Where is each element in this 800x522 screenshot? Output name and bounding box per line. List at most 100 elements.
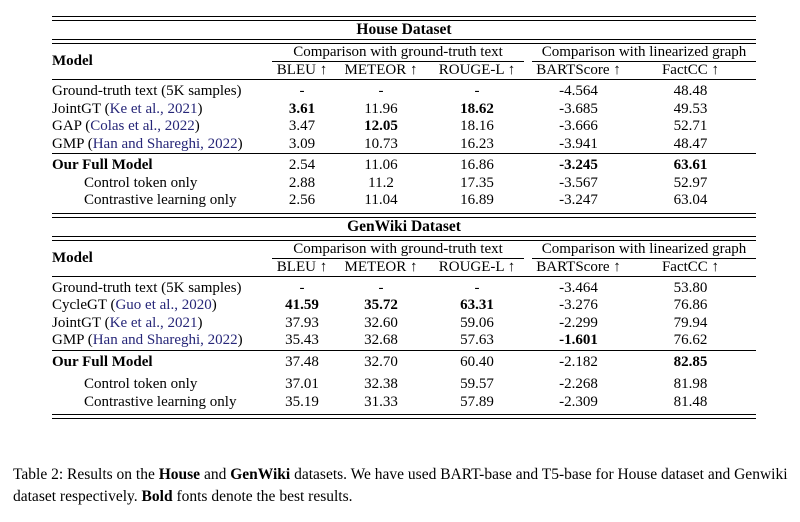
column-gap [524,118,532,136]
model-cell: GMP (Han and Shareghi, 2022) [52,136,272,154]
column-gap [524,136,532,154]
single-rule [52,275,756,277]
table-row-gmp: GMP (Han and Shareghi, 2022) 35.43 32.68… [52,332,756,350]
citation-link[interactable]: Guo et al., 2020 [115,297,212,313]
cell-bartscore: -3.567 [559,174,598,191]
model-name: JointGT ( [52,100,110,117]
model-cell: Ground-truth text (5K samples) [52,80,272,101]
model-cell: Ground-truth text (5K samples) [52,277,272,298]
model-name: Contrastive learning only [84,192,237,208]
rule-double [52,212,756,218]
cell-rouge-l: 18.62 [460,100,494,117]
cell-rouge-l: 16.86 [460,157,494,173]
rule-single [52,153,756,154]
caption-text: fonts denote the best results. [172,487,353,505]
model-cell: Control token only [52,376,272,394]
caption-bold-genwiki: GenWiki [230,466,291,483]
table-row-jointgt: JointGT (Ke et al., 2021) 37.93 32.60 59… [52,315,756,333]
cell-meteor: - [378,279,384,296]
cell-bleu: 3.09 [288,135,316,152]
cell-rouge-l: 63.31 [460,297,494,313]
caption-bold-house: House [158,466,201,483]
cell-factcc: 52.97 [673,174,708,191]
column-gap [524,192,532,213]
group-header-ground-truth: Comparison with ground-truth text [272,240,524,259]
cell-bleu: 2.56 [288,192,316,208]
model-cell: Contrastive learning only [52,192,272,213]
cell-meteor: - [378,83,384,99]
cell-rouge-l: 60.40 [460,353,494,370]
model-cell: GAP (Colas et al., 2022) [52,118,272,136]
cell-meteor: 32.70 [364,353,398,370]
metric-header-rouge-l: ROUGE-L ↑ [438,62,516,78]
citation-link[interactable]: Han and Shareghi, 2022 [92,135,238,152]
cell-meteor: 11.2 [368,174,394,191]
model-cell: Our Full Model [52,351,272,377]
citation-link[interactable]: Ke et al., 2021 [109,314,198,331]
column-gap [524,62,532,80]
cell-factcc: 79.94 [673,314,708,331]
metric-header-meteor: METEOR ↑ [344,258,418,275]
cell-bartscore: -2.309 [559,393,598,410]
results-table-container: House Dataset Model Comparison with grou… [52,16,756,419]
model-name-suffix: ) [211,297,217,313]
column-gap [524,332,532,350]
cell-rouge-l: - [474,83,480,99]
caption-text: datasets. We have used BART-base and T5-… [13,466,788,505]
group-header-ground-truth: Comparison with ground-truth text [272,44,524,62]
cell-bleu: 2.88 [288,174,316,191]
metric-header-factcc: FactCC ↑ [661,258,720,275]
model-name-suffix: ) [237,332,243,348]
cell-bleu: 35.43 [285,332,319,348]
cell-bleu: - [299,83,305,99]
citation-link[interactable]: Ke et al., 2021 [109,100,198,117]
cell-rouge-l: 18.16 [460,118,494,134]
cell-bartscore: -2.299 [559,314,598,331]
model-name: Contrastive learning only [84,393,237,410]
caption-bold-bold: Bold [141,487,173,505]
cell-bleu: 37.48 [285,353,319,370]
cell-bleu: 2.54 [288,157,316,173]
metric-header-rouge-l: ROUGE-L ↑ [438,258,516,275]
table-caption: Table 2: Results on the House and GenWik… [13,464,791,507]
metric-header-factcc: FactCC ↑ [661,62,720,78]
cell-rouge-l: 17.35 [460,174,494,191]
column-gap [524,277,532,298]
model-name-suffix: ) [197,100,203,117]
cell-rouge-l: 59.57 [460,376,494,392]
table-row-gap-model: GAP (Colas et al., 2022) 3.47 12.05 18.1… [52,118,756,136]
column-gap [524,80,532,101]
double-rule [52,212,756,218]
column-gap [524,315,532,333]
model-name: GMP ( [52,135,93,152]
caption-text: Table 2: Results on the [13,466,159,483]
cell-factcc: 76.62 [673,332,708,348]
citation-link[interactable]: Han and Shareghi, 2022 [92,332,238,348]
model-column-header: Model [52,53,93,69]
cell-bartscore: -2.182 [559,353,598,370]
double-rule [52,39,756,44]
cell-factcc: 49.53 [673,100,708,117]
table-row-our-full-model: Our Full Model 37.48 32.70 60.40 -2.182 … [52,351,756,377]
cell-bleu: - [299,279,305,296]
table-row-our-full-model: Our Full Model 2.54 11.06 16.86 -3.245 6… [52,154,756,175]
column-gap [524,154,532,175]
double-rule [52,235,756,241]
cell-rouge-l: 16.23 [460,135,494,152]
model-name-suffix: ) [237,135,243,152]
citation-link[interactable]: Colas et al., 2022 [90,118,195,134]
cell-rouge-l: 57.63 [460,332,494,348]
cell-bartscore: -3.685 [559,100,598,117]
table-row-gmp: GMP (Han and Shareghi, 2022) 3.09 10.73 … [52,136,756,154]
model-name: GAP ( [52,118,91,134]
model-name: GMP ( [52,332,93,348]
cell-rouge-l: 57.89 [460,393,494,410]
metric-header-meteor: METEOR ↑ [344,62,418,78]
column-gap [524,376,532,394]
cell-bartscore: -3.464 [559,279,598,296]
cell-bartscore: -3.247 [559,192,598,208]
column-gap [524,101,532,119]
table-row-jointgt: JointGT (Ke et al., 2021) 3.61 11.96 18.… [52,101,756,119]
metric-header-row: BLEU ↑ METEOR ↑ ROUGE-L ↑ BARTScore ↑ Fa… [52,62,756,80]
table-row-ground-truth: Ground-truth text (5K samples) - - - -3.… [52,277,756,298]
